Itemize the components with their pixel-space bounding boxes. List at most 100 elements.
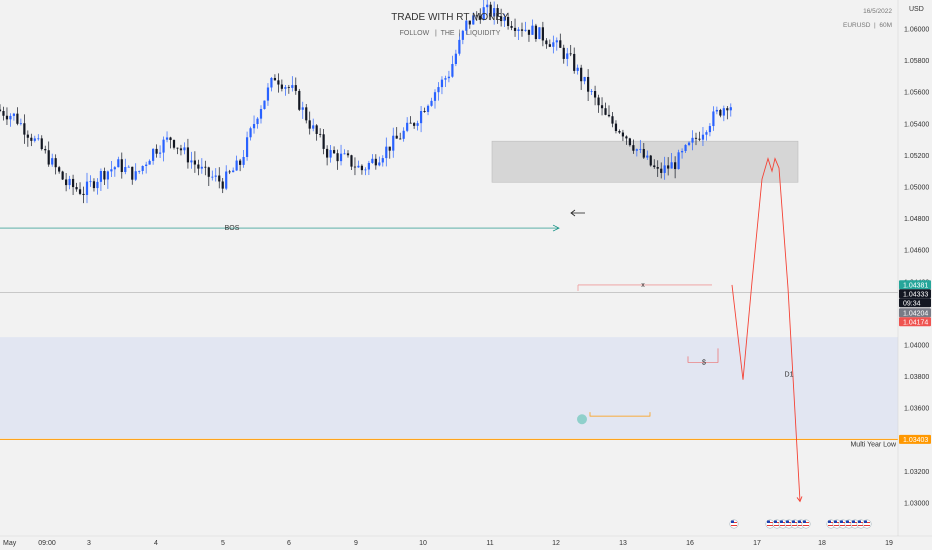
price-badge: 1.04333 (899, 289, 931, 299)
candle (715, 106, 718, 115)
candle (500, 8, 503, 27)
candle (145, 161, 148, 174)
price-tick-label: 1.04000 (904, 343, 929, 350)
candle (433, 89, 437, 109)
candle (646, 150, 649, 160)
candle (552, 35, 555, 54)
candle (280, 79, 283, 92)
candle (628, 137, 631, 147)
price-tick-label: 1.03200 (904, 469, 929, 476)
price-badge: 1.04204 (899, 308, 931, 318)
candle (430, 97, 433, 107)
symbol-label: EURUSD | 60M (843, 22, 892, 29)
price-badge-label: 1.04381 (903, 282, 928, 289)
candle (566, 47, 569, 67)
candle (674, 156, 677, 179)
candle (350, 154, 353, 170)
supply-zone (491, 140, 799, 183)
candle (315, 124, 318, 141)
candle (409, 116, 412, 124)
candle (468, 20, 471, 29)
candle (541, 21, 544, 47)
candle (37, 134, 40, 141)
candle (684, 144, 687, 154)
candle (165, 131, 169, 143)
candle (33, 135, 36, 143)
candle (245, 131, 249, 161)
candle (590, 89, 593, 95)
liquidity-sweep-dot (577, 414, 587, 425)
time-tick-label: 18 (818, 540, 826, 547)
us-flag-event-icon[interactable] (729, 519, 739, 529)
candle (82, 186, 85, 204)
demand-zone (0, 337, 898, 439)
candle (656, 160, 659, 177)
candle (705, 130, 708, 141)
candle (5, 107, 9, 125)
time-tick-label: 12 (552, 540, 560, 547)
candle (371, 154, 374, 164)
candle (625, 135, 628, 145)
candle (475, 11, 478, 21)
price-badge: 09:34 (899, 298, 931, 308)
candle (298, 88, 301, 112)
bos-arrowhead (552, 224, 560, 232)
candle (660, 162, 663, 179)
candle (294, 77, 297, 95)
candle (259, 105, 263, 124)
candle (701, 126, 705, 147)
candle (726, 106, 729, 120)
us-flag-event-icon[interactable] (862, 519, 872, 529)
candle (263, 100, 266, 110)
candle (71, 174, 75, 196)
currency-label: USD (909, 6, 924, 13)
candle (235, 155, 238, 171)
candle (9, 113, 12, 127)
candle (249, 126, 252, 141)
us-flag-event-icon[interactable] (801, 519, 811, 529)
price-tick-label: 1.05000 (904, 185, 929, 192)
price-badge-label: 1.04333 (903, 291, 928, 298)
candle (68, 175, 71, 190)
candle (353, 157, 357, 176)
candle (78, 182, 82, 196)
price-tick-label: 1.04800 (904, 216, 929, 223)
economic-events[interactable] (729, 519, 872, 529)
time-axis-panel[interactable] (0, 536, 932, 550)
price-axis-panel[interactable] (898, 0, 932, 536)
candle (214, 168, 217, 182)
candle (85, 172, 89, 204)
candle (291, 76, 294, 92)
candle (155, 144, 158, 158)
candle (413, 121, 416, 129)
candle (124, 158, 127, 175)
price-badge: 1.04174 (899, 317, 931, 327)
candle (667, 157, 670, 176)
candle (451, 55, 454, 78)
candle (308, 111, 311, 135)
liquidity-bracket (687, 348, 719, 363)
candle (489, 1, 492, 21)
candle (120, 152, 123, 179)
candle (392, 127, 395, 158)
candle (472, 12, 475, 25)
annotations-layer: x $ D1 (570, 157, 803, 503)
candle (527, 29, 531, 42)
candle (479, 8, 482, 24)
candle (58, 165, 61, 174)
candle (176, 147, 179, 155)
price-badge: 1.04381 (899, 280, 931, 290)
multi-year-low-label: Multi Year Low (850, 441, 896, 448)
candle (538, 27, 541, 40)
candle (273, 74, 277, 81)
candle (186, 138, 190, 169)
candle (204, 160, 207, 176)
price-badge-label: 1.04174 (903, 319, 928, 326)
candle (47, 141, 50, 167)
candle (402, 127, 405, 142)
candle (252, 115, 256, 134)
candle (92, 178, 96, 192)
time-tick-label: 3 (87, 540, 91, 547)
candle (482, 0, 485, 21)
